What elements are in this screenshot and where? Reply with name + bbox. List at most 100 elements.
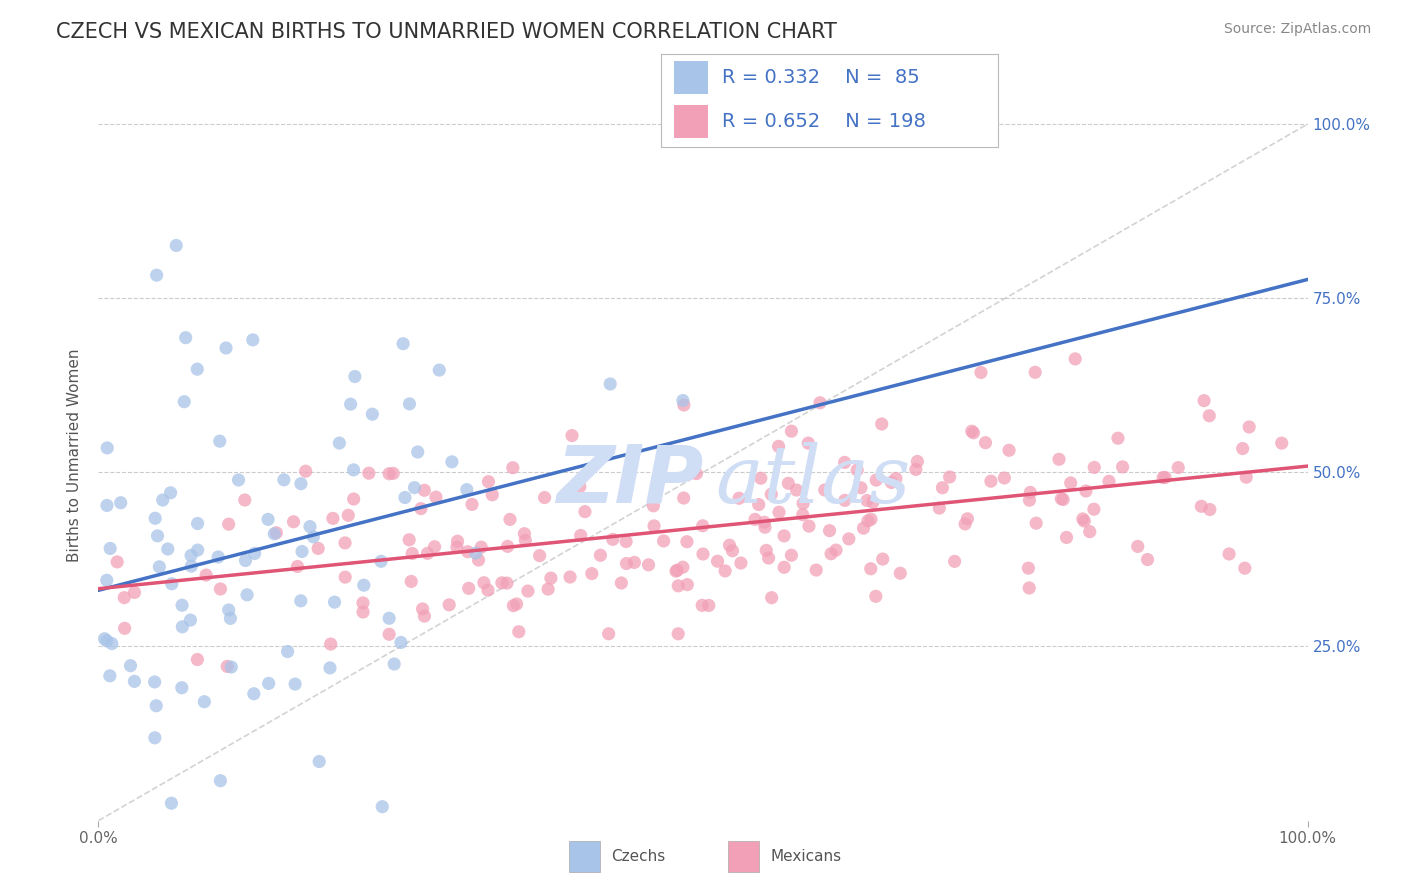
Point <box>446 534 468 549</box>
Point <box>236 588 259 602</box>
Point <box>730 556 752 570</box>
Point <box>242 333 264 347</box>
Point <box>666 579 689 593</box>
Point <box>416 546 439 560</box>
Point <box>172 620 194 634</box>
Point <box>856 514 879 528</box>
Point <box>186 652 208 666</box>
Point <box>143 731 166 745</box>
Text: Source: ZipAtlas.com: Source: ZipAtlas.com <box>1223 22 1371 37</box>
Point <box>859 512 882 526</box>
Point <box>467 553 489 567</box>
Point <box>298 519 321 533</box>
Point <box>277 644 299 658</box>
Point <box>904 462 927 476</box>
Point <box>322 511 344 525</box>
Point <box>101 637 124 651</box>
Point <box>574 505 596 519</box>
Point <box>780 548 803 562</box>
Point <box>491 575 513 590</box>
Point <box>1074 483 1097 498</box>
Point <box>676 534 699 549</box>
Point <box>425 490 447 504</box>
Point <box>96 441 118 455</box>
Point <box>406 445 429 459</box>
Point <box>218 603 240 617</box>
Point <box>382 657 405 671</box>
Point <box>333 570 356 584</box>
Point <box>233 493 256 508</box>
Point <box>1056 531 1078 545</box>
Point <box>209 582 232 596</box>
Point <box>446 540 468 554</box>
Point <box>148 559 170 574</box>
Point <box>337 508 360 523</box>
Point <box>228 473 250 487</box>
Point <box>1078 524 1101 539</box>
Point <box>889 566 911 581</box>
Point <box>748 498 770 512</box>
Point <box>124 674 146 689</box>
Point <box>533 491 555 505</box>
Point <box>589 549 612 563</box>
Point <box>515 533 537 548</box>
Point <box>872 552 894 566</box>
Point <box>1154 470 1177 484</box>
Point <box>93 632 115 646</box>
Point <box>1107 431 1129 445</box>
Point <box>1152 470 1174 484</box>
Point <box>219 611 242 625</box>
Point <box>456 483 478 497</box>
Point <box>382 467 405 481</box>
Point <box>413 609 436 624</box>
Point <box>1024 365 1046 379</box>
Point <box>186 362 208 376</box>
Point <box>399 574 422 589</box>
Point <box>643 499 665 513</box>
Point <box>1234 470 1257 484</box>
Point <box>884 471 907 485</box>
Point <box>1192 393 1215 408</box>
Text: CZECH VS MEXICAN BIRTHS TO UNMARRIED WOMEN CORRELATION CHART: CZECH VS MEXICAN BIRTHS TO UNMARRIED WOM… <box>56 22 837 42</box>
Point <box>1050 491 1073 506</box>
Point <box>938 470 960 484</box>
Point <box>1136 552 1159 566</box>
Point <box>599 376 621 391</box>
Point <box>1111 459 1133 474</box>
Point <box>718 538 741 552</box>
Point <box>1233 561 1256 575</box>
Point <box>1271 436 1294 450</box>
Point <box>114 621 136 635</box>
Point <box>792 508 814 522</box>
Point <box>797 436 820 450</box>
Point <box>273 473 295 487</box>
Point <box>672 393 695 408</box>
Point <box>561 428 583 442</box>
Point <box>569 528 592 542</box>
Point <box>754 520 776 534</box>
Point <box>165 238 187 252</box>
Point <box>152 493 174 508</box>
Point <box>1047 452 1070 467</box>
Point <box>502 599 524 613</box>
Point <box>105 555 128 569</box>
Point <box>179 613 201 627</box>
Bar <box>675 105 709 138</box>
Point <box>389 635 412 649</box>
Point <box>880 475 903 490</box>
Point <box>174 331 197 345</box>
Point <box>371 799 394 814</box>
Point <box>98 541 121 556</box>
Point <box>412 602 434 616</box>
Point <box>187 516 209 531</box>
Point <box>998 443 1021 458</box>
Point <box>749 471 772 485</box>
Point <box>1060 475 1083 490</box>
Point <box>974 435 997 450</box>
Point <box>208 434 231 449</box>
Point <box>755 543 778 558</box>
Point <box>145 268 167 282</box>
Point <box>773 529 796 543</box>
Point <box>302 530 325 544</box>
Point <box>540 571 562 585</box>
